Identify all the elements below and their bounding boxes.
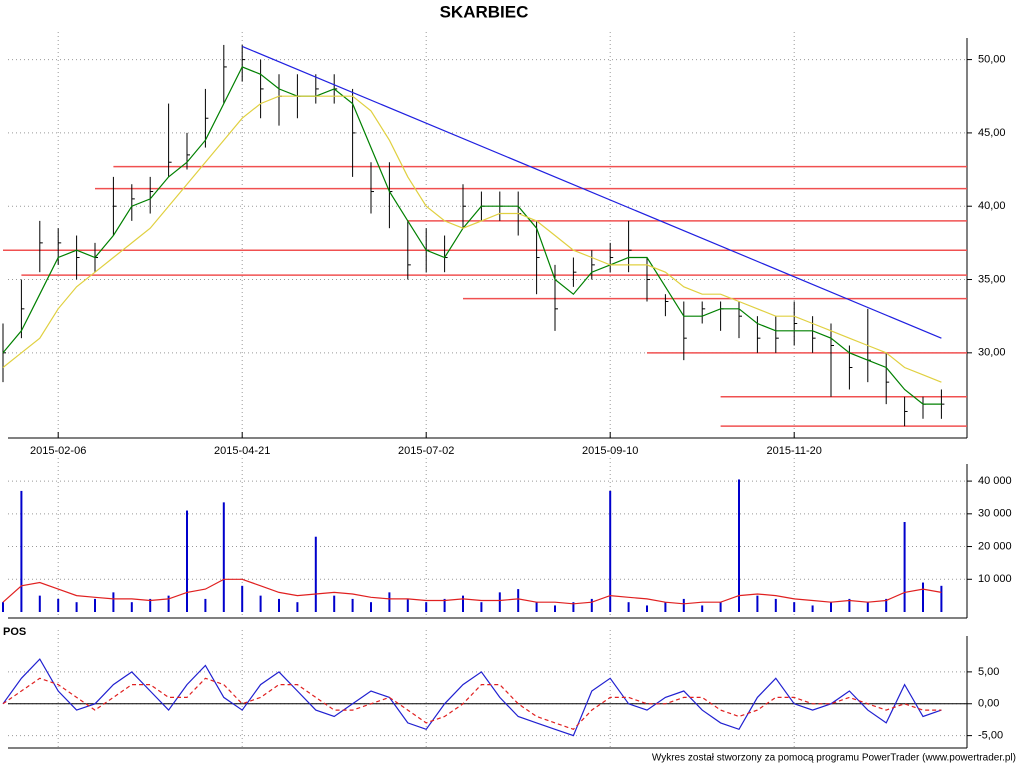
volume-bar [590, 598, 593, 612]
volume-bar [425, 602, 428, 612]
chart-title: SKARBIEC [440, 2, 529, 21]
y-tick-label: -5,00 [978, 730, 1003, 742]
volume-bar [38, 595, 41, 612]
volume-bar [296, 602, 299, 612]
y-tick-label: 30 000 [978, 508, 1012, 520]
y-tick-label: 0,00 [978, 698, 999, 710]
volume-bar [903, 522, 906, 612]
y-tick-label: 50,00 [978, 54, 1006, 66]
footer: Wykres został stworzony za pomocą progra… [652, 753, 1016, 764]
y-tick-label: 10 000 [978, 573, 1012, 585]
volume-bar [719, 602, 722, 612]
pos-line [2, 677, 942, 730]
y-tick-label: 40,00 [978, 200, 1006, 212]
y-tick-label: 45,00 [978, 127, 1006, 139]
volume-bar [57, 598, 60, 612]
volume-bar [241, 585, 244, 612]
volume-bar [370, 602, 372, 612]
volume-bar [75, 602, 78, 612]
volume-bar [388, 592, 391, 612]
volume-bar [186, 510, 188, 612]
volume-bar [664, 602, 667, 612]
volume-bar [701, 605, 704, 612]
x-tick-label: 2015-04-21 [214, 445, 270, 457]
volume-bar [167, 595, 170, 612]
volume-bar [535, 602, 538, 612]
volume-bar [830, 602, 832, 612]
volume-bar [149, 598, 152, 612]
volume-bar [811, 605, 814, 612]
volume-average [2, 578, 942, 605]
volume-bar [278, 598, 280, 612]
volume-bar [866, 602, 869, 612]
volume-bar [351, 598, 354, 612]
volume-bar [627, 602, 630, 612]
x-tick-label: 2015-02-06 [30, 445, 86, 457]
volume-bar [498, 592, 501, 612]
y-tick-label: 30,00 [978, 347, 1006, 359]
volume-bar [793, 602, 796, 612]
volume-bar [259, 595, 262, 612]
volume-bar [20, 490, 23, 612]
volume-bar [554, 605, 556, 612]
moving-average [2, 95, 942, 383]
volume-bar [130, 602, 133, 612]
trend-line [241, 45, 942, 339]
volume-bar [609, 490, 612, 612]
volume-bar [333, 595, 336, 612]
volume-bar [462, 595, 464, 612]
panel-title: POS [3, 626, 26, 638]
y-tick-label: 5,00 [978, 666, 999, 678]
volume-bar [406, 598, 409, 612]
volume-bar [646, 605, 648, 612]
volume-bar [443, 598, 446, 612]
volume-bar [204, 598, 207, 612]
volume-bar [572, 602, 575, 612]
volume-bar [480, 602, 483, 612]
volume-bar [940, 585, 943, 612]
volume-bar [112, 592, 115, 612]
volume-bar [774, 598, 777, 612]
x-tick-label: 2015-09-10 [582, 445, 638, 457]
pos-line [2, 658, 942, 737]
y-tick-label: 20 000 [978, 540, 1012, 552]
volume-bar [756, 595, 759, 612]
volume-bar [682, 598, 685, 612]
volume-bar [885, 598, 888, 612]
y-tick-label: 40 000 [978, 475, 1012, 487]
volume-bar [94, 598, 96, 612]
y-tick-label: 35,00 [978, 273, 1006, 285]
x-tick-label: 2015-11-20 [766, 445, 821, 457]
volume-bar [848, 598, 851, 612]
volume-bar [738, 479, 740, 612]
volume-bar [922, 582, 924, 612]
volume-bar [517, 589, 520, 612]
volume-bar [222, 502, 225, 612]
volume-bar [2, 602, 4, 612]
volume-bar [314, 536, 317, 612]
x-tick-label: 2015-07-02 [398, 445, 454, 457]
moving-average [2, 66, 942, 405]
